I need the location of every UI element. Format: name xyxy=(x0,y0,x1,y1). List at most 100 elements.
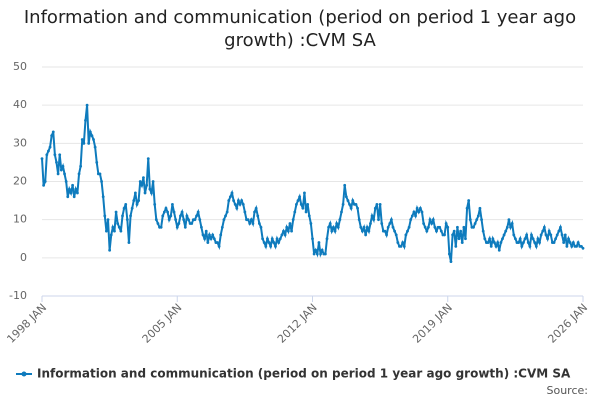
point xyxy=(127,241,131,244)
point xyxy=(66,195,70,199)
point xyxy=(267,241,271,244)
point xyxy=(280,233,284,237)
point xyxy=(298,195,302,199)
point xyxy=(364,233,368,237)
point xyxy=(473,222,477,225)
point xyxy=(425,229,429,233)
point xyxy=(338,218,342,222)
point xyxy=(162,210,166,214)
point xyxy=(430,222,434,225)
point xyxy=(464,237,467,241)
point xyxy=(536,237,540,241)
point xyxy=(85,103,89,107)
point xyxy=(114,210,118,214)
x-tick-label: 2005 JAN xyxy=(140,301,185,346)
point xyxy=(101,195,105,199)
point xyxy=(159,225,163,229)
point xyxy=(204,229,208,233)
point xyxy=(179,214,182,218)
point xyxy=(546,237,549,241)
point xyxy=(266,237,269,241)
point xyxy=(386,225,390,229)
point xyxy=(391,225,395,229)
point xyxy=(568,241,572,244)
point xyxy=(270,237,274,241)
point xyxy=(497,248,501,252)
point xyxy=(142,176,145,180)
point xyxy=(367,229,371,233)
point xyxy=(486,241,490,244)
point xyxy=(340,210,343,214)
point xyxy=(534,244,538,248)
point xyxy=(303,191,306,195)
point xyxy=(501,237,504,241)
point xyxy=(560,233,564,237)
y-tick-label: -10 xyxy=(9,289,27,302)
point xyxy=(351,199,355,202)
point xyxy=(164,206,168,210)
point xyxy=(456,225,459,229)
point xyxy=(452,229,456,233)
point xyxy=(248,222,252,225)
point xyxy=(249,218,253,222)
y-tick-label: 50 xyxy=(13,60,27,73)
point xyxy=(357,218,361,222)
point xyxy=(385,233,388,237)
point xyxy=(520,244,524,248)
point xyxy=(232,199,236,202)
point xyxy=(480,218,483,222)
point xyxy=(406,229,409,233)
point xyxy=(399,244,403,248)
point xyxy=(330,229,334,233)
point xyxy=(575,244,578,248)
point xyxy=(206,241,210,244)
point xyxy=(61,164,65,168)
point xyxy=(513,237,517,241)
point xyxy=(525,233,529,237)
point xyxy=(491,237,495,241)
point xyxy=(138,180,142,183)
point xyxy=(261,237,264,241)
x-tick-label: 2012 JAN xyxy=(275,301,320,346)
point xyxy=(488,237,492,241)
point xyxy=(418,206,422,210)
x-tick-label: 2019 JAN xyxy=(410,301,455,346)
point xyxy=(182,218,186,222)
point xyxy=(373,206,377,210)
point xyxy=(552,241,556,244)
point xyxy=(327,225,331,229)
point xyxy=(401,241,405,244)
point xyxy=(354,203,358,206)
point xyxy=(293,210,297,214)
point xyxy=(282,229,285,233)
point xyxy=(396,241,400,244)
point xyxy=(544,233,548,237)
point xyxy=(291,218,295,222)
point xyxy=(133,191,137,195)
point xyxy=(166,210,169,214)
point xyxy=(579,244,583,248)
point xyxy=(462,225,466,229)
point xyxy=(119,229,123,233)
point xyxy=(233,203,237,206)
point xyxy=(306,203,310,206)
point xyxy=(328,222,332,225)
point xyxy=(312,252,316,256)
point xyxy=(95,161,99,164)
point xyxy=(121,214,124,218)
point xyxy=(539,233,543,237)
point xyxy=(79,164,83,168)
point xyxy=(518,237,522,241)
point xyxy=(174,218,178,222)
point xyxy=(124,203,128,206)
point xyxy=(169,214,173,218)
point xyxy=(220,225,224,229)
point xyxy=(246,218,250,222)
point xyxy=(275,237,279,241)
point xyxy=(132,199,136,202)
point xyxy=(478,206,482,210)
point xyxy=(111,225,115,229)
point xyxy=(90,134,94,138)
point xyxy=(77,172,81,176)
point xyxy=(286,229,290,233)
